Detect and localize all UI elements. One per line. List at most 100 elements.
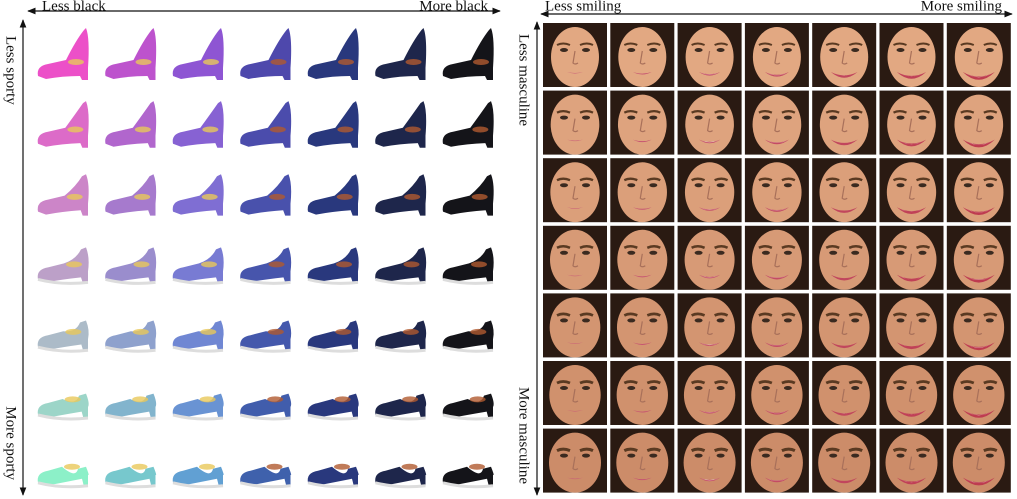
nose bbox=[706, 186, 713, 200]
mouth bbox=[567, 139, 583, 142]
eye bbox=[783, 386, 792, 390]
mouth bbox=[830, 139, 858, 146]
teeth bbox=[700, 478, 719, 481]
insole bbox=[68, 59, 84, 65]
eye bbox=[560, 183, 568, 188]
brow bbox=[623, 312, 661, 317]
brow bbox=[960, 110, 998, 114]
eye bbox=[963, 318, 972, 323]
mouth bbox=[764, 207, 789, 212]
teeth bbox=[898, 478, 925, 483]
sole bbox=[375, 481, 426, 489]
face-image bbox=[879, 90, 944, 155]
eye bbox=[783, 183, 792, 188]
shoe-image bbox=[375, 174, 427, 216]
face-image bbox=[812, 23, 877, 87]
shoe bbox=[307, 247, 359, 284]
eye bbox=[716, 115, 725, 120]
insole bbox=[202, 126, 219, 133]
eye bbox=[829, 453, 838, 458]
eye bbox=[918, 115, 927, 120]
shoe-image bbox=[37, 463, 89, 489]
eye bbox=[582, 48, 590, 52]
eye bbox=[851, 386, 860, 390]
mouth bbox=[632, 139, 652, 143]
face bbox=[549, 432, 601, 493]
face-image bbox=[946, 23, 1011, 87]
insole bbox=[267, 328, 284, 335]
eye bbox=[783, 453, 792, 458]
brow bbox=[960, 380, 998, 385]
eye bbox=[896, 250, 905, 255]
face bbox=[685, 94, 734, 155]
teeth bbox=[766, 73, 787, 76]
eye bbox=[560, 386, 568, 390]
teeth bbox=[964, 73, 993, 78]
face-image bbox=[677, 361, 742, 425]
face bbox=[886, 297, 937, 358]
eye bbox=[716, 386, 725, 390]
sole bbox=[172, 277, 224, 285]
face bbox=[752, 162, 802, 223]
shoe bbox=[172, 466, 224, 487]
eye bbox=[783, 48, 792, 52]
eye bbox=[963, 115, 972, 120]
face bbox=[549, 297, 601, 358]
insole bbox=[404, 193, 421, 200]
nose bbox=[908, 118, 915, 133]
eye bbox=[918, 250, 927, 255]
x-left-label: Less black bbox=[42, 0, 106, 14]
brow bbox=[825, 380, 863, 385]
shoe bbox=[307, 320, 359, 352]
face-image bbox=[879, 293, 944, 358]
brow bbox=[758, 245, 796, 249]
insole bbox=[66, 261, 82, 268]
nose bbox=[908, 50, 915, 65]
nose bbox=[976, 456, 983, 471]
mouth bbox=[962, 410, 995, 418]
eye bbox=[761, 48, 770, 52]
shoe-image bbox=[172, 28, 224, 80]
shoe-image bbox=[442, 320, 494, 353]
shoe-image bbox=[105, 174, 157, 216]
face bbox=[952, 432, 1005, 493]
eye bbox=[985, 318, 994, 323]
eye bbox=[627, 115, 636, 120]
sole bbox=[442, 345, 494, 353]
shoe-image bbox=[172, 463, 224, 489]
teeth bbox=[964, 478, 993, 483]
teeth bbox=[964, 140, 993, 145]
shoe-image bbox=[240, 247, 292, 285]
nose bbox=[572, 321, 579, 335]
shoe-image bbox=[240, 28, 292, 80]
eye bbox=[963, 453, 972, 458]
shoe bbox=[37, 174, 89, 216]
nose bbox=[572, 118, 579, 133]
sole bbox=[375, 413, 426, 421]
shoe bbox=[105, 466, 157, 487]
eye bbox=[694, 48, 703, 52]
teeth bbox=[766, 208, 787, 211]
brow bbox=[825, 312, 863, 317]
brow bbox=[825, 245, 863, 249]
eye bbox=[582, 250, 590, 255]
eye bbox=[851, 115, 860, 120]
eye bbox=[560, 115, 568, 120]
insole bbox=[132, 396, 149, 403]
insole bbox=[132, 328, 149, 335]
face bbox=[683, 432, 736, 493]
shoe bbox=[37, 320, 89, 352]
insole bbox=[64, 463, 80, 470]
eye bbox=[694, 386, 703, 390]
shoe-image bbox=[307, 28, 359, 80]
insole bbox=[65, 328, 82, 335]
x-left-label: Less smiling bbox=[545, 0, 622, 14]
shoe-image bbox=[105, 247, 157, 285]
sole bbox=[105, 345, 156, 353]
mouth bbox=[698, 139, 721, 144]
shoe bbox=[375, 247, 427, 284]
x-right-label: More smiling bbox=[921, 0, 1003, 14]
sole bbox=[442, 481, 494, 489]
eye bbox=[851, 48, 860, 52]
